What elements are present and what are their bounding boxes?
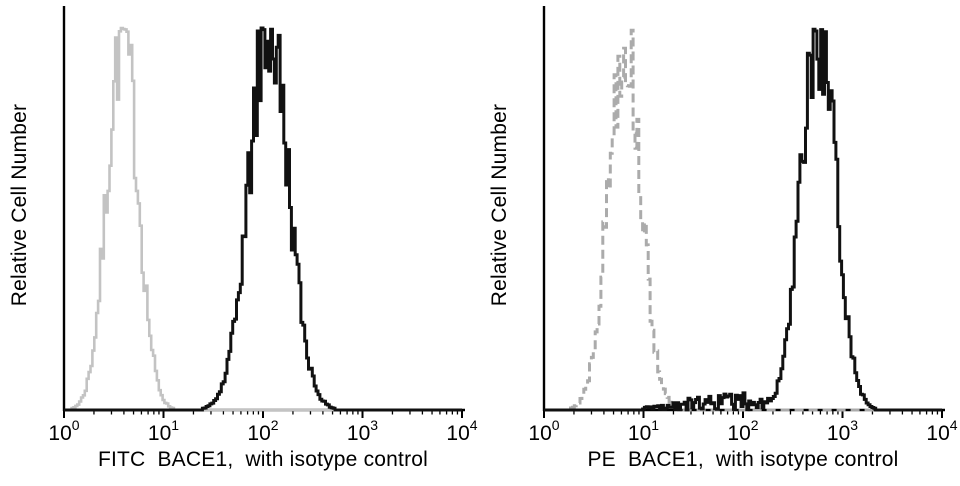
series-pe-bace1 [544,27,942,412]
panel-fitc-histogram: 100 101 102 103 104 Relative Cell Number FIT… [8,6,478,471]
x-tick-label: 102 [727,417,758,445]
series-fitc-bace1 [64,26,462,412]
x-tick-label: 104 [446,417,477,445]
panel-pe-histogram: 100 101 102 103 104 Relative Cell Number PE … [480,0,960,486]
series-isotype-control [544,28,942,412]
x-tick-label: 101 [148,417,179,445]
x-tick-label: 100 [528,417,559,445]
fitc-histogram-plot: 100 101 102 103 104 [48,6,478,445]
x-axis-label-pe: PE BACE1, with isotype control [587,448,899,471]
pe-histogram-plot: 100 101 102 103 104 [528,6,958,445]
x-tick-label: 101 [628,417,659,445]
x-tick-label: 103 [347,417,378,445]
x-tick-label: 100 [48,417,79,445]
x-tick-label: 103 [827,417,858,445]
series-isotype-control [64,26,462,412]
x-axis-label-fitc: FITC BACE1, with isotype control [97,448,429,471]
x-tick-label: 102 [247,417,278,445]
x-tick-label: 104 [926,417,957,445]
